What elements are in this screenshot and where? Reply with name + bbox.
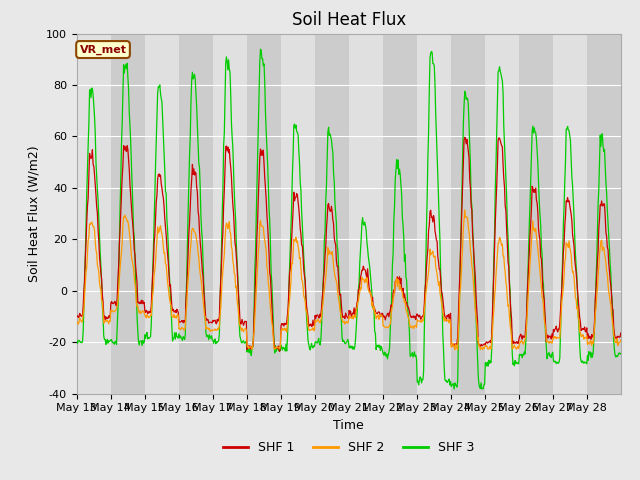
X-axis label: Time: Time: [333, 419, 364, 432]
Y-axis label: Soil Heat Flux (W/m2): Soil Heat Flux (W/m2): [28, 145, 40, 282]
Bar: [383, 34, 417, 394]
Title: Soil Heat Flux: Soil Heat Flux: [292, 11, 406, 29]
Bar: [451, 34, 485, 394]
Bar: [179, 34, 212, 394]
Text: VR_met: VR_met: [79, 44, 127, 55]
Bar: [519, 34, 553, 394]
Bar: [315, 34, 349, 394]
Bar: [587, 34, 621, 394]
Bar: [247, 34, 281, 394]
Bar: [111, 34, 145, 394]
Legend: SHF 1, SHF 2, SHF 3: SHF 1, SHF 2, SHF 3: [218, 436, 479, 459]
